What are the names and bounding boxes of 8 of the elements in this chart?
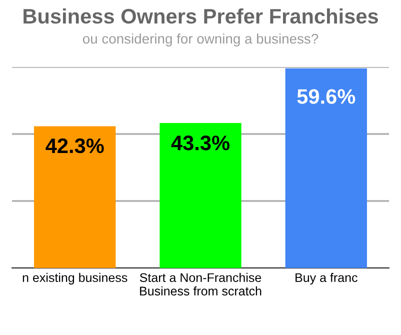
chart-title: Business Owners Prefer Franchises [24,8,378,24]
x-tick-label: Start a Non-Franchise Business from scratch [140,272,262,296]
x-tick-label: Buy a franc [296,272,358,285]
x-tick-label: n existing business [22,272,128,285]
data-label: 43.3% [171,136,230,150]
data-label: 42.3% [46,138,104,154]
chart-subtitle: ou considering for owning a business? [82,33,318,46]
data-label: 59.6% [297,89,356,104]
